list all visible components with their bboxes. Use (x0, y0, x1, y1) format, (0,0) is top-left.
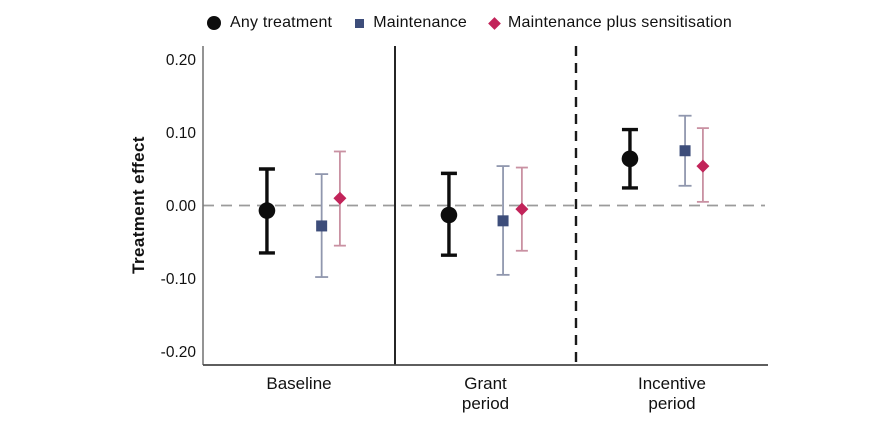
x-category-label: Grant period (462, 374, 509, 413)
circle-marker-icon (207, 16, 221, 30)
diamond-marker-icon (488, 16, 501, 30)
point-square (316, 220, 328, 232)
chart-legend: Any treatment Maintenance Maintenance pl… (207, 11, 732, 35)
point-diamond (333, 191, 347, 205)
legend-item-any-treatment: Any treatment (207, 14, 332, 32)
y-tick-label: 0.20 (166, 52, 197, 69)
x-category-label: Incentive period (638, 374, 706, 413)
y-tick-label: -0.10 (161, 271, 197, 288)
point-diamond (515, 202, 529, 216)
legend-label-maintenance-plus-sensitisation: Maintenance plus sensitisation (508, 14, 732, 31)
point-diamond (696, 159, 710, 173)
point-square (497, 215, 509, 227)
y-tick-label: 0.00 (166, 198, 197, 215)
x-category-label: Baseline (266, 374, 331, 393)
y-tick-label: -0.20 (161, 344, 197, 361)
point-square (679, 145, 691, 157)
point-circle (621, 150, 639, 168)
legend-item-maintenance: Maintenance (355, 14, 467, 32)
legend-label-maintenance: Maintenance (373, 14, 468, 31)
square-marker-icon (355, 18, 365, 28)
legend-item-maintenance-plus-sensitisation: Maintenance plus sensitisation (488, 14, 732, 32)
point-circle (440, 206, 458, 224)
y-axis-title: Treatment effect (129, 136, 148, 274)
legend-label-any-treatment: Any treatment (230, 14, 333, 31)
point-circle (258, 202, 276, 219)
y-tick-label: 0.10 (166, 125, 197, 142)
